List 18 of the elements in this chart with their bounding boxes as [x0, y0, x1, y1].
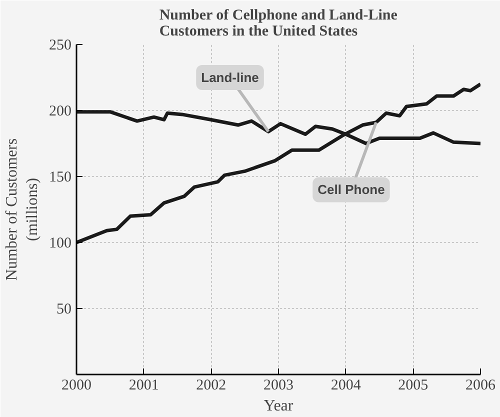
- x-tick-label: 2005: [398, 378, 428, 394]
- y-tick-label: 250: [49, 38, 72, 54]
- y-tick-label: 200: [49, 104, 72, 120]
- x-tick-label: 2000: [62, 378, 92, 394]
- y-axis-title: Number of Customers (millions): [4, 138, 41, 281]
- y-tick-label: 50: [56, 302, 72, 318]
- x-tick-label: 2004: [330, 378, 362, 394]
- chart-title: Number of Cellphone and Land-Line Customers in the United States: [159, 8, 398, 40]
- x-tick-label: 2002: [196, 378, 226, 394]
- y-tick-label: 100: [49, 236, 72, 252]
- x-tick-label: 2001: [128, 378, 159, 394]
- line-series: [76, 82, 480, 244]
- text: Cell Phone: [318, 182, 385, 198]
- x-tick-label: 2006: [466, 378, 496, 394]
- y-tick-label: 150: [49, 170, 72, 186]
- text: Land-line: [201, 70, 259, 85]
- x-tick-label: 2003: [264, 378, 294, 394]
- x-axis-title: Year: [264, 398, 294, 414]
